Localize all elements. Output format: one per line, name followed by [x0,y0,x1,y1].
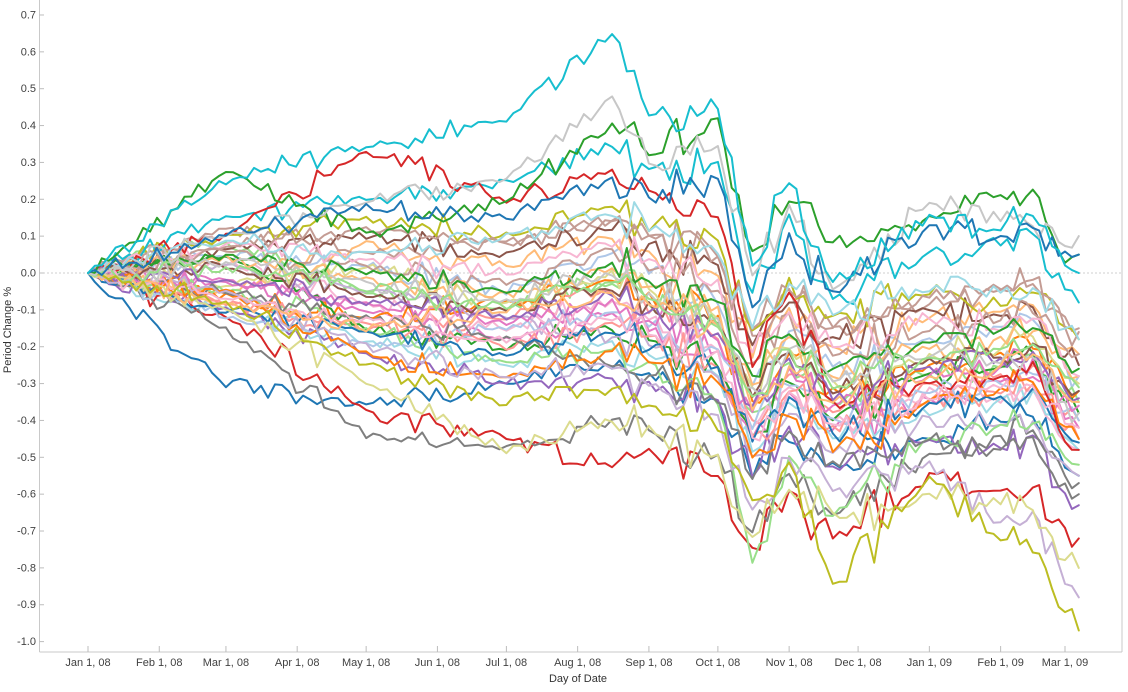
series-line [87,268,1080,564]
x-tick-label: Apr 1, 08 [275,657,320,669]
x-tick-label: Jun 1, 08 [415,657,460,669]
x-tick-label: Jan 1, 08 [65,657,110,669]
y-tick-label: -1.0 [17,636,36,648]
y-tick-label: 0.1 [21,231,36,243]
x-tick-label: Mar 1, 08 [203,657,249,669]
series-line [87,139,1080,306]
y-tick-label: 0.4 [21,120,36,132]
series-line [87,215,1080,347]
y-tick-label: 0.2 [21,194,36,206]
y-axis-title: Period Change % [2,287,14,373]
y-tick-label: -0.6 [17,489,36,501]
series-line [87,150,1080,451]
x-tick-label: Aug 1, 08 [554,657,601,669]
y-tick-label: -0.4 [17,415,36,427]
y-tick-label: -0.2 [17,341,36,353]
x-tick-label: Dec 1, 08 [835,657,882,669]
x-tick-label: Oct 1, 08 [696,657,741,669]
series-line [87,272,1080,569]
x-tick-label: Jul 1, 08 [486,657,528,669]
series-line [87,247,1080,378]
y-tick-label: 0.5 [21,83,36,95]
series-line [87,272,1080,480]
series-line [87,199,1080,341]
x-tick-label: Nov 1, 08 [766,657,813,669]
y-tick-label: 0.7 [21,9,36,21]
series-line [87,253,1080,437]
series-line [87,272,1080,510]
series-line [87,239,1080,365]
x-tick-label: Feb 1, 09 [977,657,1023,669]
x-tick-label: May 1, 08 [342,657,390,669]
series-line [87,269,1080,599]
series-line [87,269,1080,442]
x-tick-label: Sep 1, 08 [625,657,672,669]
axes-layer: 0.7 0.6 0.5 0.4 0.3 0.2 0.1 0.0 -0.1 -0.2 -0.3 -0.4… [17,0,1123,669]
series-line [87,117,1080,274]
series-line [87,271,1080,551]
y-tick-label: 0.0 [21,268,36,280]
x-axis-title: Day of Date [549,673,607,685]
y-tick-label: -0.3 [17,378,36,390]
series-line [87,33,1080,283]
series-line [87,168,1080,309]
series-line [87,201,1080,341]
y-tick-label: 0.3 [21,157,36,169]
series-line [87,235,1080,378]
series-line [87,272,1080,632]
series-line [87,256,1080,424]
series-line [87,269,1080,500]
y-tick-label: -0.1 [17,304,36,316]
x-tick-label: Mar 1, 09 [1042,657,1088,669]
y-tick-label: 0.6 [21,46,36,58]
y-tick-label: -0.7 [17,526,36,538]
series-layer [87,33,1080,632]
series-line [87,272,1080,412]
y-tick-label: -0.9 [17,599,36,611]
y-tick-label: -0.5 [17,452,36,464]
x-tick-label: Jan 1, 09 [907,657,952,669]
y-tick-label: -0.8 [17,562,36,574]
x-tick-label: Feb 1, 08 [136,657,182,669]
series-line [87,257,1080,398]
